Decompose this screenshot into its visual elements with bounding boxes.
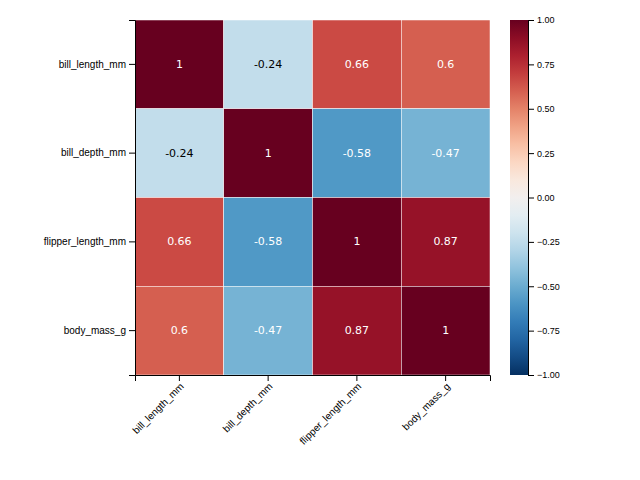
tick-mark <box>528 242 534 243</box>
x-axis: bill_length_mm bill_depth_mm flipper_lengt… <box>130 375 490 447</box>
data-label: 0.66 <box>167 235 192 248</box>
colorbar-axis: −1.00 −0.75 −0.50 −0.25 0.00 0.25 0.50 0.75 1.00 <box>528 15 560 380</box>
tick-mark <box>356 375 357 381</box>
tick: bill_length_mm <box>59 59 135 70</box>
tick: body_mass_g <box>64 325 135 336</box>
tick-label: 0.25 <box>537 149 555 159</box>
cell <box>313 286 402 375</box>
tick: −0.50 <box>528 282 560 292</box>
tick: bill_depth_mm <box>61 147 135 158</box>
tick-label: bill_depth_mm <box>61 147 126 158</box>
tick-mark <box>129 153 135 154</box>
y-axis: bill_length_mm bill_depth_mm flipper_lengt… <box>44 21 136 376</box>
axis-line <box>129 21 136 376</box>
tick-mark <box>528 375 534 376</box>
cell <box>401 109 490 198</box>
cell <box>135 20 224 109</box>
data-label: -0.47 <box>254 324 282 337</box>
tick-label: −0.75 <box>537 326 560 336</box>
tick-label: 1.00 <box>537 15 555 25</box>
tick: flipper_length_mm <box>44 236 135 247</box>
cell <box>313 109 402 198</box>
tick: bill_length_mm <box>130 375 185 436</box>
colorbar: −1.00 −0.75 −0.50 −0.25 0.00 0.25 0.50 0.75 1.00 <box>510 15 560 380</box>
tick-label: bill_length_mm <box>59 59 126 70</box>
tick-label: 0.75 <box>537 60 555 70</box>
tick: 0.75 <box>528 60 555 70</box>
tick: 0.00 <box>528 193 555 203</box>
tick: −0.25 <box>528 237 560 247</box>
tick-label: −1.00 <box>537 370 560 380</box>
cell <box>313 20 402 109</box>
axis-line <box>529 21 535 376</box>
data-label: 1 <box>442 324 449 337</box>
data-label: 1 <box>353 235 360 248</box>
cells <box>135 20 490 375</box>
tick: body_mass_g <box>400 375 452 432</box>
cell <box>135 198 224 287</box>
cell <box>135 109 224 198</box>
cell <box>224 109 313 198</box>
chart: 1 -0.24 0.66 0.6 -0.24 1 -0.58 -0.47 0.66 -0.58 1 0… <box>0 0 640 480</box>
tick: bill_depth_mm <box>221 375 275 434</box>
cell <box>401 198 490 287</box>
tick-label: −0.25 <box>537 237 560 247</box>
data-label: 1 <box>265 147 272 160</box>
tick-mark <box>528 64 534 65</box>
data-label: -0.58 <box>254 235 282 248</box>
tick-label: 0.00 <box>537 193 555 203</box>
tick-mark <box>528 109 534 110</box>
cell <box>401 20 490 109</box>
tick-mark <box>445 375 446 381</box>
tick-mark <box>528 20 534 21</box>
tick-label: 0.50 <box>537 104 555 114</box>
tick-label: flipper_length_mm <box>297 381 363 447</box>
data-label: -0.24 <box>165 147 193 160</box>
tick-mark <box>528 286 534 287</box>
tick-mark <box>528 331 534 332</box>
colorbar-gradient <box>510 20 528 375</box>
data-label: 1 <box>176 58 183 71</box>
data-label: 0.87 <box>433 235 458 248</box>
cell <box>224 198 313 287</box>
data-label: -0.58 <box>343 147 371 160</box>
tick: flipper_length_mm <box>297 375 363 447</box>
plot: 1 -0.24 0.66 0.6 -0.24 1 -0.58 -0.47 0.66 -0.58 1 0… <box>44 20 491 447</box>
chart-container: 1 -0.24 0.66 0.6 -0.24 1 -0.58 -0.47 0.66 -0.58 1 0… <box>0 0 640 480</box>
tick-label: body_mass_g <box>400 381 452 433</box>
axis-line <box>136 376 491 382</box>
cell <box>224 20 313 109</box>
tick: −0.75 <box>528 326 560 336</box>
tick-mark <box>129 330 135 331</box>
tick-mark <box>528 198 534 199</box>
tick-mark <box>268 375 269 381</box>
data-label: -0.24 <box>254 58 282 71</box>
tick-mark <box>179 375 180 381</box>
tick-mark <box>129 241 135 242</box>
tick-label: body_mass_g <box>64 325 126 336</box>
tick-label: bill_length_mm <box>130 381 185 436</box>
tick-mark <box>528 153 534 154</box>
data-label: 0.87 <box>345 324 370 337</box>
tick-label: bill_depth_mm <box>221 381 275 435</box>
cell <box>135 286 224 375</box>
tick: 1.00 <box>528 15 555 25</box>
tick-mark <box>129 64 135 65</box>
data-label: -0.47 <box>431 147 459 160</box>
data-label: 0.6 <box>171 324 189 337</box>
tick: −1.00 <box>528 370 560 380</box>
cell <box>224 286 313 375</box>
cell <box>313 198 402 287</box>
tick-label: −0.50 <box>537 282 560 292</box>
tick-label: flipper_length_mm <box>44 236 126 247</box>
tick: 0.50 <box>528 104 555 114</box>
data-label: 0.6 <box>437 58 455 71</box>
data-labels: 1 -0.24 0.66 0.6 -0.24 1 -0.58 -0.47 0.66 -0.58 1 0… <box>165 58 460 337</box>
tick: 0.25 <box>528 149 555 159</box>
cell <box>401 286 490 375</box>
data-label: 0.66 <box>345 58 370 71</box>
